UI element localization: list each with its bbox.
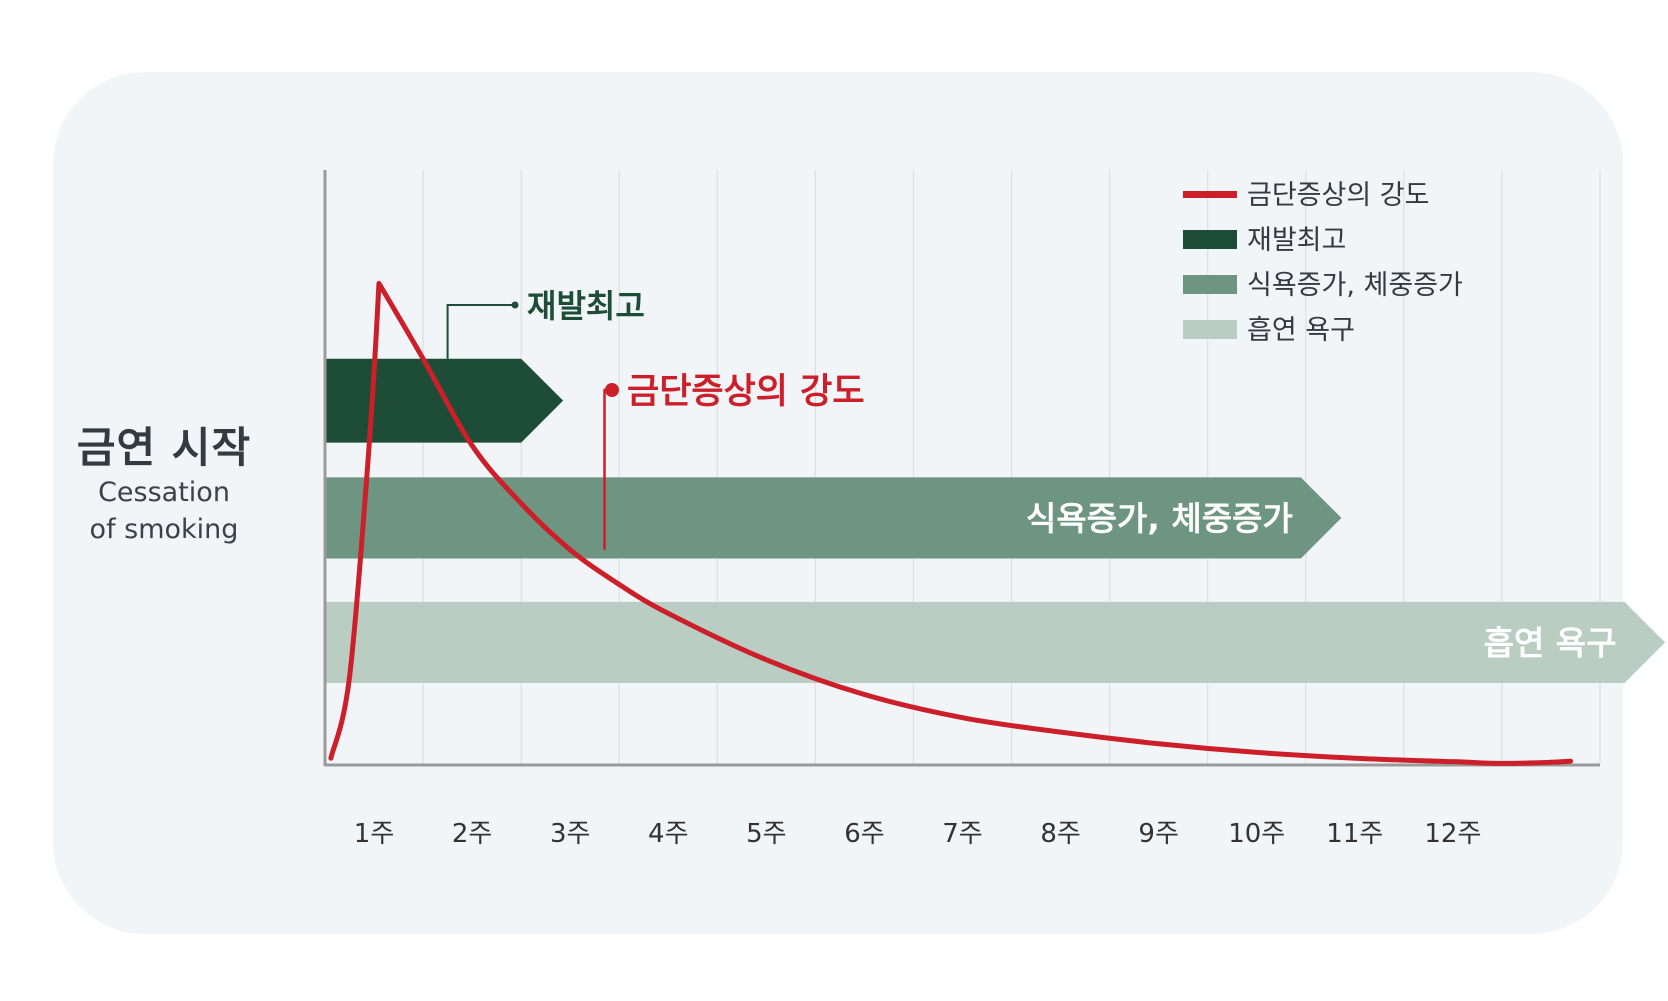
axes: [323, 170, 1600, 767]
start-subtitle-line1: Cessation: [98, 477, 230, 508]
annotation-leader-1: [446, 304, 515, 359]
legend-swatch-1: [1183, 191, 1237, 198]
x-tick-label: 2주: [452, 819, 492, 849]
annotation-dot-2: [605, 383, 619, 397]
x-tick-label: 12주: [1424, 819, 1481, 849]
phase-bar-label-3: 흡연 욕구: [1484, 623, 1617, 662]
x-tick-label: 9주: [1138, 819, 1178, 849]
x-tick-label: 3주: [550, 819, 590, 849]
x-tick-labels: 1주 2주 3주 4주 5주 6주 7주 8주 9주 10주 11주 12주: [354, 819, 1482, 849]
legend-swatch-3: [1183, 275, 1237, 294]
x-tick-label: 6주: [844, 819, 884, 849]
withdrawal-series: [328, 280, 1574, 766]
x-tick-label: 1주: [354, 819, 394, 849]
legend-swatch-4: [1183, 320, 1237, 339]
annotation-label-1: 재발최고: [527, 287, 645, 325]
annotation-dot-1: [511, 301, 519, 309]
start-subtitle-line2: of smoking: [89, 514, 239, 545]
legend-label-2: 재발최고: [1247, 225, 1346, 256]
phase-bar-label-2: 식욕증가, 체중증가: [1026, 499, 1293, 538]
legend-swatch-2: [1183, 230, 1237, 249]
annotation-label-2: 금단증상의 강도: [627, 372, 865, 412]
x-tick-label: 10주: [1228, 819, 1285, 849]
legend-label-3: 식욕증가, 체중증가: [1247, 270, 1463, 301]
x-tick-label: 11주: [1326, 819, 1383, 849]
x-tick-label: 7주: [942, 819, 982, 849]
cessation-start-label: 금연 시작 Cessation of smoking: [60, 422, 268, 548]
legend-label-1: 금단증상의 강도: [1247, 180, 1429, 211]
series-line-1: [328, 280, 1574, 766]
phase-bar-3: [325, 601, 1666, 683]
x-tick-label: 8주: [1040, 819, 1080, 849]
legend-label-4: 흡연 욕구: [1247, 315, 1355, 346]
phase-bar-2: [325, 477, 1342, 559]
start-title: 금연 시작: [76, 423, 252, 472]
x-tick-label: 5주: [746, 819, 786, 849]
x-tick-label: 4주: [648, 819, 688, 849]
